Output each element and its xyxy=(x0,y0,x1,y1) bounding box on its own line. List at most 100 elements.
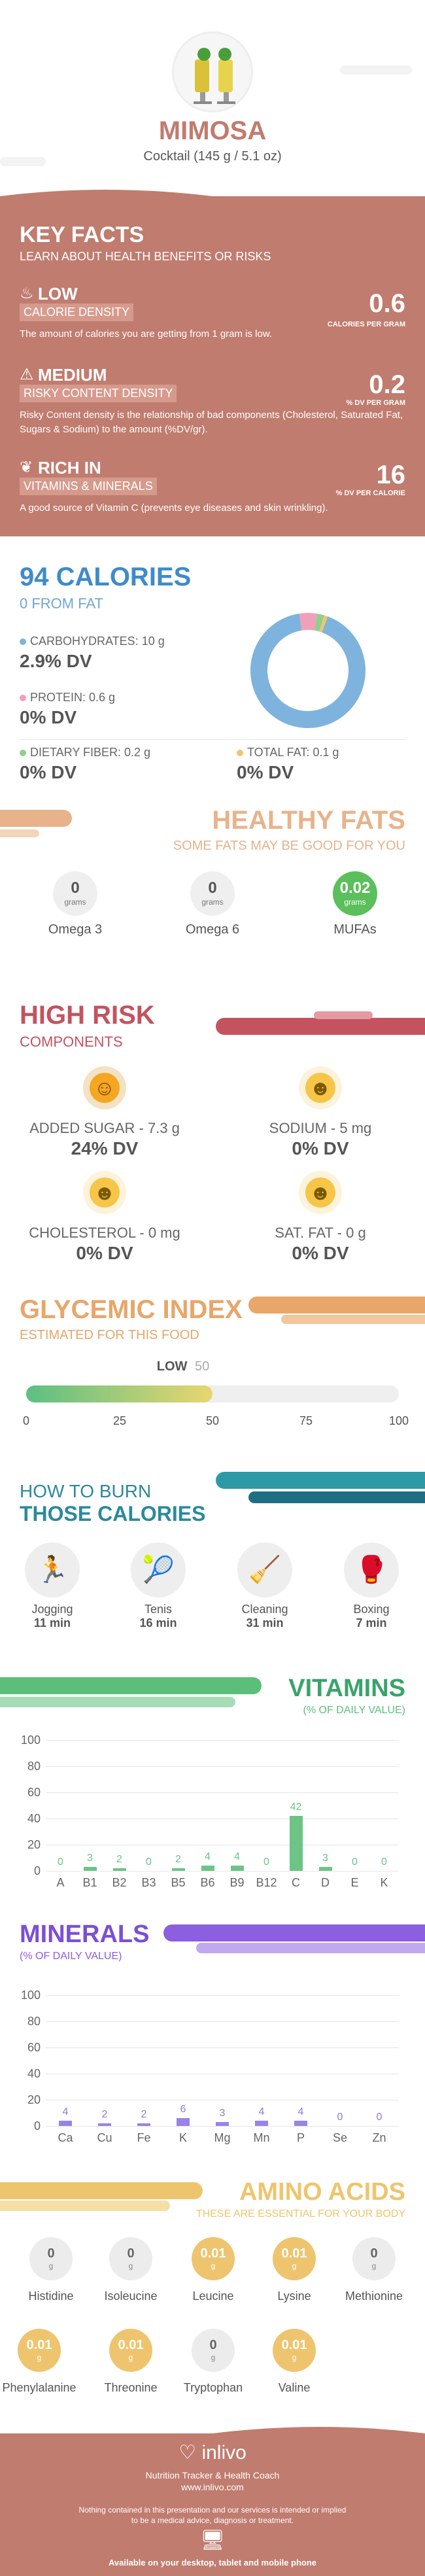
mineral-x-label: Zn xyxy=(372,2131,386,2144)
devices-icon: 🖥 xyxy=(199,2530,226,2551)
disclaimer: Nothing contained in this presentation a… xyxy=(78,2505,347,2515)
risk-dv: 0% DV xyxy=(292,1138,349,1158)
macro-dv: 0% DV xyxy=(20,707,77,727)
donut-slice-protein xyxy=(299,613,318,631)
mineral-y-tick: 40 xyxy=(27,2067,41,2080)
macro-label: DIETARY FIBER: 0.2 g xyxy=(30,746,151,759)
vitamin-value-label: 3 xyxy=(87,1853,93,1864)
calories-section: 94 CALORIES 0 FROM FAT CARBOHYDRATES: 10… xyxy=(0,536,425,798)
vitamin-value-label: 0 xyxy=(352,1856,358,1868)
mineral-value-label: 4 xyxy=(62,2106,69,2117)
fact-unit: % DV PER GRAM xyxy=(346,399,405,407)
mineral-bar xyxy=(216,2122,229,2126)
calories-title: 94 CALORIES xyxy=(20,563,192,591)
vitamin-value-label: 0 xyxy=(264,1856,269,1868)
gi-level-readout: LOW 50 xyxy=(118,1359,248,1374)
vitamin-value-label: 2 xyxy=(175,1854,181,1865)
mineral-x-label: Ca xyxy=(58,2131,73,2144)
risk-dv: 0% DV xyxy=(292,1243,349,1263)
amino-unit: g xyxy=(211,2353,216,2362)
vitamins-chart: 0 20 40 60 80 100 0 A 3 B1 2 B2 0 B3 2 B5 4 B6 4 B9 0 B12 42 C 3… xyxy=(0,1733,425,1904)
macro-donut-chart xyxy=(250,613,366,728)
vitamin-value-label: 4 xyxy=(205,1851,211,1862)
glycemic-subtitle: ESTIMATED FOR THIS FOOD xyxy=(20,1328,199,1342)
fat-name: Omega 6 xyxy=(185,922,240,937)
vitamin-y-tick: 40 xyxy=(27,1812,41,1825)
vitamin-x-label: B9 xyxy=(230,1876,245,1889)
decor-stripe xyxy=(0,1677,262,1694)
vitamin-bar xyxy=(112,1868,126,1871)
donut-slice-fat xyxy=(319,615,328,633)
fat-name: Omega 3 xyxy=(48,922,103,937)
risk-dv: 24% DV xyxy=(71,1138,139,1158)
vitamin-value-label: 3 xyxy=(322,1853,328,1864)
glycemic-section: GLYCEMIC INDEX ESTIMATED FOR THIS FOOD L… xyxy=(0,1282,425,1452)
amino-name: Leucine xyxy=(192,2289,234,2303)
activity-cleaning: 🧹 Cleaning 31 min xyxy=(226,1542,304,1630)
key-facts-section: KEY FACTS LEARN ABOUT HEALTH BENEFITS OR… xyxy=(0,190,425,536)
vitamin-gridline xyxy=(46,1740,399,1741)
donut-slice-carbs xyxy=(250,614,366,728)
decor-stripe xyxy=(0,829,39,837)
risk-label: CHOLESTEROL - 0 mg xyxy=(29,1225,180,1241)
header: MIMOSA Cocktail (145 g / 5.1 oz) xyxy=(0,0,425,196)
vitamin-y-tick: 20 xyxy=(27,1838,41,1851)
activity-name: Jogging xyxy=(31,1603,73,1616)
fat-value: 0 xyxy=(208,879,217,897)
mineral-bar xyxy=(255,2121,268,2126)
risk-sat-fat: ☻ SAT. FAT - 0 g 0% DV xyxy=(229,1171,412,1264)
mineral-bar xyxy=(177,2118,190,2126)
amino-subtitle: THESE ARE ESSENTIAL FOR YOUR BODY xyxy=(196,2208,405,2219)
activity-jogging: 🏃 Jogging 11 min xyxy=(13,1542,92,1630)
macro-label: CARBOHYDRATES: 10 g xyxy=(30,635,165,648)
amino-value: 0.01 xyxy=(118,2338,144,2352)
vitamin-value-label: 4 xyxy=(234,1851,240,1862)
amino-value: 0.01 xyxy=(200,2246,226,2261)
fact-rich-vitamins: ❦ RICH IN VITAMINS & MINERALS A good sou… xyxy=(0,454,425,526)
mineral-y-tick: 20 xyxy=(27,2093,41,2106)
activity-tenis: 🎾 Tenis 16 min xyxy=(119,1542,197,1630)
vitamins-subtitle: (% OF DAILY VALUE) xyxy=(303,1705,405,1716)
fact-value: 0.6 xyxy=(369,289,405,318)
vitamin-bar xyxy=(83,1867,97,1871)
brand-tagline: Nutrition Tracker & Health Coach xyxy=(145,2470,280,2480)
fact-level: LOW xyxy=(38,284,78,304)
vitamin-value-label: 0 xyxy=(58,1856,63,1868)
warning-icon: ⚠ xyxy=(20,366,34,383)
carbs-dot-icon xyxy=(20,638,26,645)
available-text: Available on your desktop, tablet and mo… xyxy=(108,2558,317,2567)
fat-circle: 0.02 grams xyxy=(333,871,377,916)
risk-label: SAT. FAT - 0 g xyxy=(275,1225,366,1241)
mineral-gridline xyxy=(46,2021,399,2022)
fat-omega6: 0 grams Omega 6 xyxy=(170,871,255,937)
amino-unit: g xyxy=(48,2261,54,2271)
decor-stripe xyxy=(196,1943,425,1953)
mineral-value-label: 6 xyxy=(180,2104,186,2115)
macro-dv: 0% DV xyxy=(20,762,77,782)
amino-circle: 0.01 g xyxy=(109,2329,152,2372)
decor-stripe xyxy=(0,810,72,827)
vitamin-x-label: B1 xyxy=(82,1876,97,1889)
decor-dots xyxy=(0,157,46,166)
mineral-y-tick: 100 xyxy=(20,1989,41,2002)
grin-face-icon: ☻ xyxy=(83,1171,126,1214)
vitamin-y-tick: 0 xyxy=(33,1864,41,1877)
fact-unit: % DV PER CALORIE xyxy=(335,489,405,497)
high-risk-subtitle: COMPONENTS xyxy=(20,1034,123,1050)
mineral-value-label: 3 xyxy=(219,2108,226,2119)
decor-stripe xyxy=(314,1011,373,1019)
mineral-gridline xyxy=(46,1995,399,1996)
mineral-value-label: 0 xyxy=(376,2112,382,2123)
key-facts-title: KEY FACTS xyxy=(20,222,144,247)
minerals-chart: 0 20 40 60 80 100 4 Ca 2 Cu 2 Fe 6 K 3 Mg 4 Mn 4 P 0 Se 0 Zn xyxy=(0,1989,425,2165)
mineral-y-tick: 0 xyxy=(33,2119,41,2132)
mineral-x-label: Se xyxy=(332,2131,348,2144)
amino-unit: g xyxy=(292,2261,297,2271)
mineral-x-label: K xyxy=(178,2131,187,2144)
brand-url[interactable]: www.inlivo.com xyxy=(181,2482,244,2492)
gi-fill xyxy=(26,1385,212,1402)
page-subtitle: Cocktail (145 g / 5.1 oz) xyxy=(143,149,282,164)
vitamin-value-label: 0 xyxy=(146,1856,152,1868)
